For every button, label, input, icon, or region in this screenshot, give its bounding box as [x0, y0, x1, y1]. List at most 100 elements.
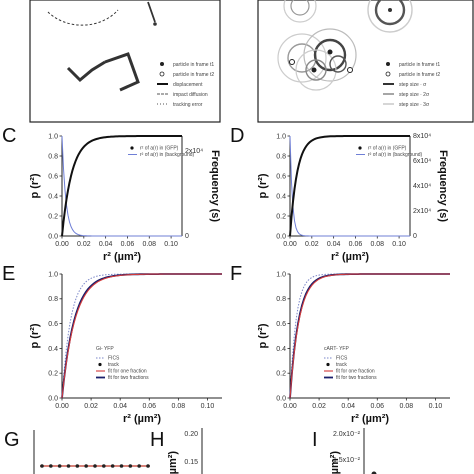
y-tick-label: 0.0	[48, 233, 58, 240]
chart-panel-d: D 0.00 0.02 0.04 0.06 0.08 0.10 0.0 0.2 0.4 0.6 0.8…	[230, 125, 449, 263]
y2-tick-label: 2x10⁴	[185, 148, 203, 155]
panel-g-point	[93, 464, 97, 468]
particle-end	[153, 22, 157, 26]
x-axis-label: r² (µm²)	[103, 251, 141, 263]
legend-entry: FICS	[108, 356, 120, 362]
x-tick-label: 0.10	[392, 241, 406, 248]
panel-letter: D	[230, 125, 244, 147]
ring-cluster-c-outer	[295, 49, 337, 91]
y2-tick-label: 6x10⁴	[413, 158, 431, 165]
ring-top-right-outer	[367, 0, 413, 33]
panel-letter: I	[312, 429, 318, 451]
y-tick-label: 0.8	[276, 296, 286, 303]
x-tick-label: 0.06	[349, 241, 363, 248]
x-tick-label: 0.02	[305, 241, 319, 248]
ring-top-right-core	[388, 8, 392, 12]
particle-t1-a	[327, 49, 333, 55]
x-tick-label: 0.08	[172, 403, 186, 410]
legend-marker	[130, 146, 134, 150]
legend-entry: tracking error	[173, 102, 203, 108]
x-tick-label: 0.08	[142, 241, 156, 248]
panel-i-point	[371, 471, 377, 474]
y-tick-label: 0.6	[48, 173, 58, 180]
cdf-curve	[289, 135, 410, 237]
panel-g-point	[49, 464, 53, 468]
x-tick-label: 0.10	[164, 241, 178, 248]
ring-top-left-inner	[290, 0, 310, 16]
x-tick-label: 0.04	[327, 241, 341, 248]
ring-cluster-b-mid	[313, 38, 347, 72]
x-axis-label: r² (µm²)	[123, 413, 161, 425]
legend-entry: step size · σ	[399, 82, 427, 88]
panel-b-frame	[257, 0, 474, 123]
one-fraction-fit	[61, 273, 222, 399]
y2-tick-label: 8x10⁴	[413, 133, 431, 140]
panel-b-legend: particle in frame t1 particle in frame t2…	[383, 62, 440, 108]
chart-panel-e: E 0.00 0.02 0.04 0.06 0.08 0.10 0.0 0.2 0.4 0.6 0.8…	[2, 263, 222, 425]
x-tick-label: 0.00	[283, 241, 297, 248]
y-tick-label: 1.0	[48, 271, 58, 278]
panel-b-schematic: particle in frame t1 particle in frame t2…	[257, 0, 474, 123]
legend-marker	[160, 62, 164, 66]
x-tick-label: 0.10	[201, 403, 215, 410]
ring-cluster-d	[329, 55, 347, 73]
y-tick-label: 1.0	[276, 133, 286, 140]
legend-entry: fit for two fractions	[336, 375, 377, 381]
displacement-path-zigzag	[66, 52, 140, 92]
legend-entry: fit for two fractions	[108, 375, 149, 381]
particle-t2-a	[347, 67, 353, 73]
y-tick-label: 0.4	[276, 193, 286, 200]
x-tick-label: 0.04	[341, 403, 355, 410]
y-tick-label: 0.6	[276, 321, 286, 328]
legend-entry: r² of a(r) in (background)	[368, 152, 423, 158]
panel-g-point	[66, 464, 71, 468]
panel-h-y-label: r² (µm²)	[167, 451, 179, 474]
sample-annotation: cART- YFP	[324, 346, 349, 352]
x-tick-label: 0.10	[429, 403, 443, 410]
panel-g-point	[102, 464, 106, 468]
panel-g-point	[75, 464, 80, 468]
legend-entry: particle in frame t2	[173, 72, 214, 78]
legend-marker	[326, 362, 330, 367]
y-tick-label: 0.6	[48, 321, 58, 328]
chart-panel-f: F 0.00 0.02 0.04 0.06 0.08 0.10 0.0 0.2 0.4 0.6 0.8…	[230, 263, 450, 425]
y-tick-label: 0.2	[48, 371, 58, 378]
y-tick-label: 0.4	[276, 346, 286, 353]
particle-t1-b	[311, 67, 317, 73]
chart-panel-c: C 0.00 0.02 0.04 0.06 0.08 0.10 0.0 0.2 0.4 0.6 0.8…	[2, 125, 221, 263]
panel-g-point	[84, 464, 88, 468]
cdf-curve	[61, 135, 182, 237]
y2-tick-label: 2x10⁴	[413, 208, 431, 215]
y-tick-label: 0.4	[48, 193, 58, 200]
sample-annotation: Gi- YFP	[96, 346, 114, 352]
legend-entry: impact diffusion	[173, 92, 208, 98]
dashed-arc	[47, 9, 119, 26]
y2-tick-label: 4x10⁴	[413, 183, 431, 190]
legend-entry: track	[108, 362, 119, 368]
panel-g-point	[128, 464, 133, 468]
y2-axis-label: Frequency (s)	[209, 150, 221, 222]
legend-entry: fit for one fraction	[336, 369, 375, 375]
legend-entry: r² of a(r) in (GFP)	[140, 146, 179, 152]
x-axis-label: r² (µm²)	[331, 251, 369, 263]
particle-t2-b	[289, 59, 295, 65]
x-tick-label: 0.08	[370, 241, 384, 248]
panel-letter: G	[4, 429, 20, 451]
y-tick-label: 0.0	[276, 395, 286, 402]
panel-g-point	[137, 464, 141, 468]
y-tick-label: 0.0	[48, 395, 58, 402]
x-tick-label: 0.00	[55, 241, 69, 248]
panel-letter: F	[230, 263, 242, 285]
x-tick-label: 0.04	[113, 403, 127, 410]
panel-h-y-tick: 0.15	[184, 459, 198, 466]
panel-a-legend: particle in frame t1 particle in frame t2…	[157, 62, 214, 108]
legend-marker	[385, 71, 391, 77]
ring-cluster-c-inner	[305, 59, 327, 81]
legend-entry: r² of a(r) in (background)	[140, 152, 195, 158]
x-axis-label: r² (µm²)	[351, 413, 389, 425]
ring-cluster-a-inner	[287, 43, 317, 73]
panel-i-y-tick: 1.5x10⁻²	[333, 457, 361, 464]
y-tick-label: 0.8	[48, 296, 58, 303]
legend-marker	[98, 362, 102, 367]
